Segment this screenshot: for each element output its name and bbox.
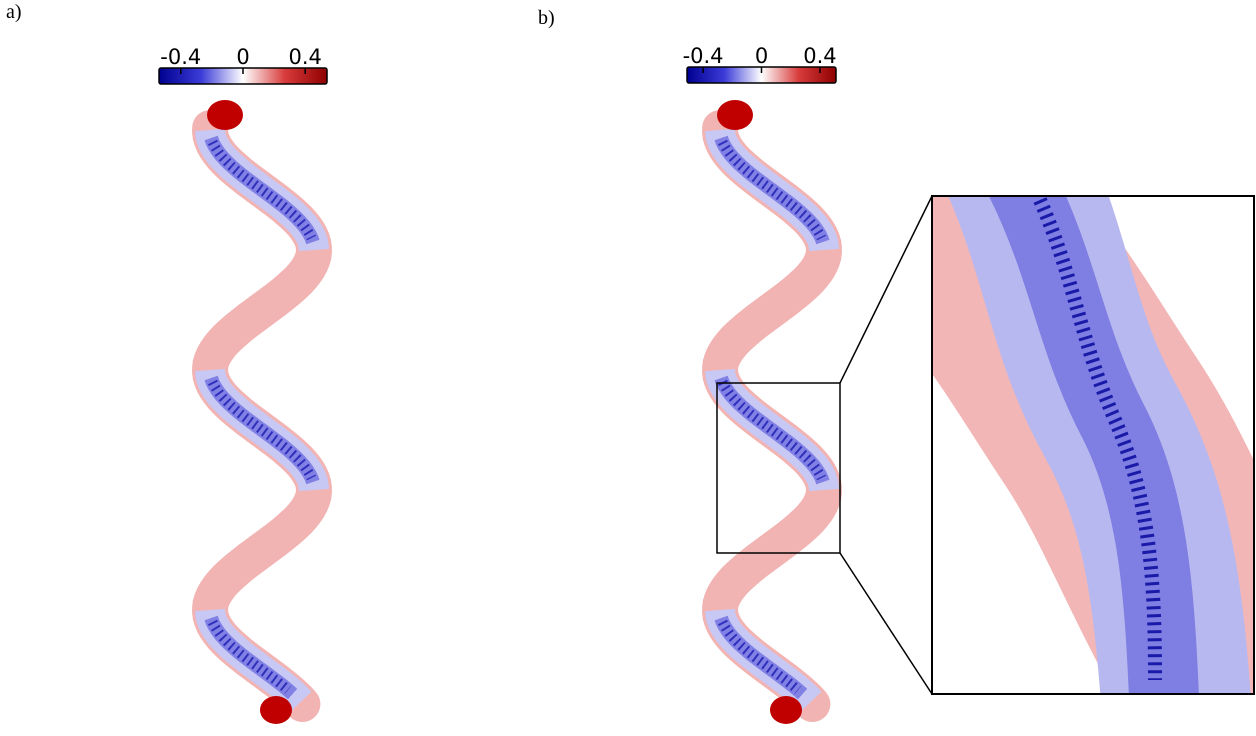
- helix-blue: [211, 138, 313, 242]
- colorbar-tick-label: 0: [755, 44, 768, 68]
- colorbar-tick-label: 0.4: [803, 44, 836, 68]
- helix-blue: [721, 378, 823, 482]
- helix: [207, 100, 314, 724]
- colorbar-tick-label: -0.4: [683, 44, 724, 68]
- colorbar-tick-label: -0.4: [160, 45, 201, 69]
- colorbar-tick-label: 0: [236, 45, 249, 69]
- illustration: [207, 100, 1256, 736]
- colorbar-tick-label: 0.4: [289, 45, 322, 69]
- zoom-line: [840, 196, 932, 383]
- end-cap: [207, 100, 243, 130]
- panel-label: b): [538, 7, 555, 29]
- end-cap: [260, 696, 292, 724]
- figure: a) b) -0.4 0 0.4 -0.4 0 0.4: [0, 0, 1256, 736]
- helix-blue: [721, 138, 823, 242]
- zoom-line: [840, 553, 932, 694]
- end-cap: [770, 696, 802, 724]
- panel-label: a): [6, 1, 22, 23]
- helix: [717, 100, 824, 724]
- helix-blue: [211, 378, 313, 482]
- zoom-view: [880, 150, 1256, 736]
- end-cap: [717, 100, 753, 130]
